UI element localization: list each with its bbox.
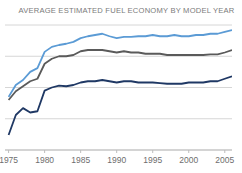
x-tick [116,150,117,153]
x-tick [152,150,153,153]
x-tick-label: 1975 [0,155,18,165]
grid-line [5,150,232,151]
x-axis [5,150,232,151]
title: AVERAGE ESTIMATED FUEL ECONOMY BY MODEL … [19,6,235,15]
x-tick [188,150,189,153]
grid-line [5,118,232,119]
x-tick [44,150,45,153]
x-tick-label: 1980 [35,155,54,165]
x-tick [8,150,9,153]
x-tick-label: 1990 [107,155,126,165]
chart: AVERAGE ESTIMATED FUEL ECONOMY BY MODEL … [0,0,242,173]
x-tick-label: 2005 [215,155,234,165]
x-tick-label: 1995 [143,155,162,165]
series-line [9,30,232,97]
x-tick-label: 1985 [71,155,90,165]
x-tick [224,150,225,153]
plot-area [9,30,232,135]
grid-line [5,25,232,26]
x-tick [80,150,81,153]
grid-line [5,87,232,88]
x-tick-label: 2000 [179,155,198,165]
series-line [9,50,232,100]
series-line [9,76,232,135]
